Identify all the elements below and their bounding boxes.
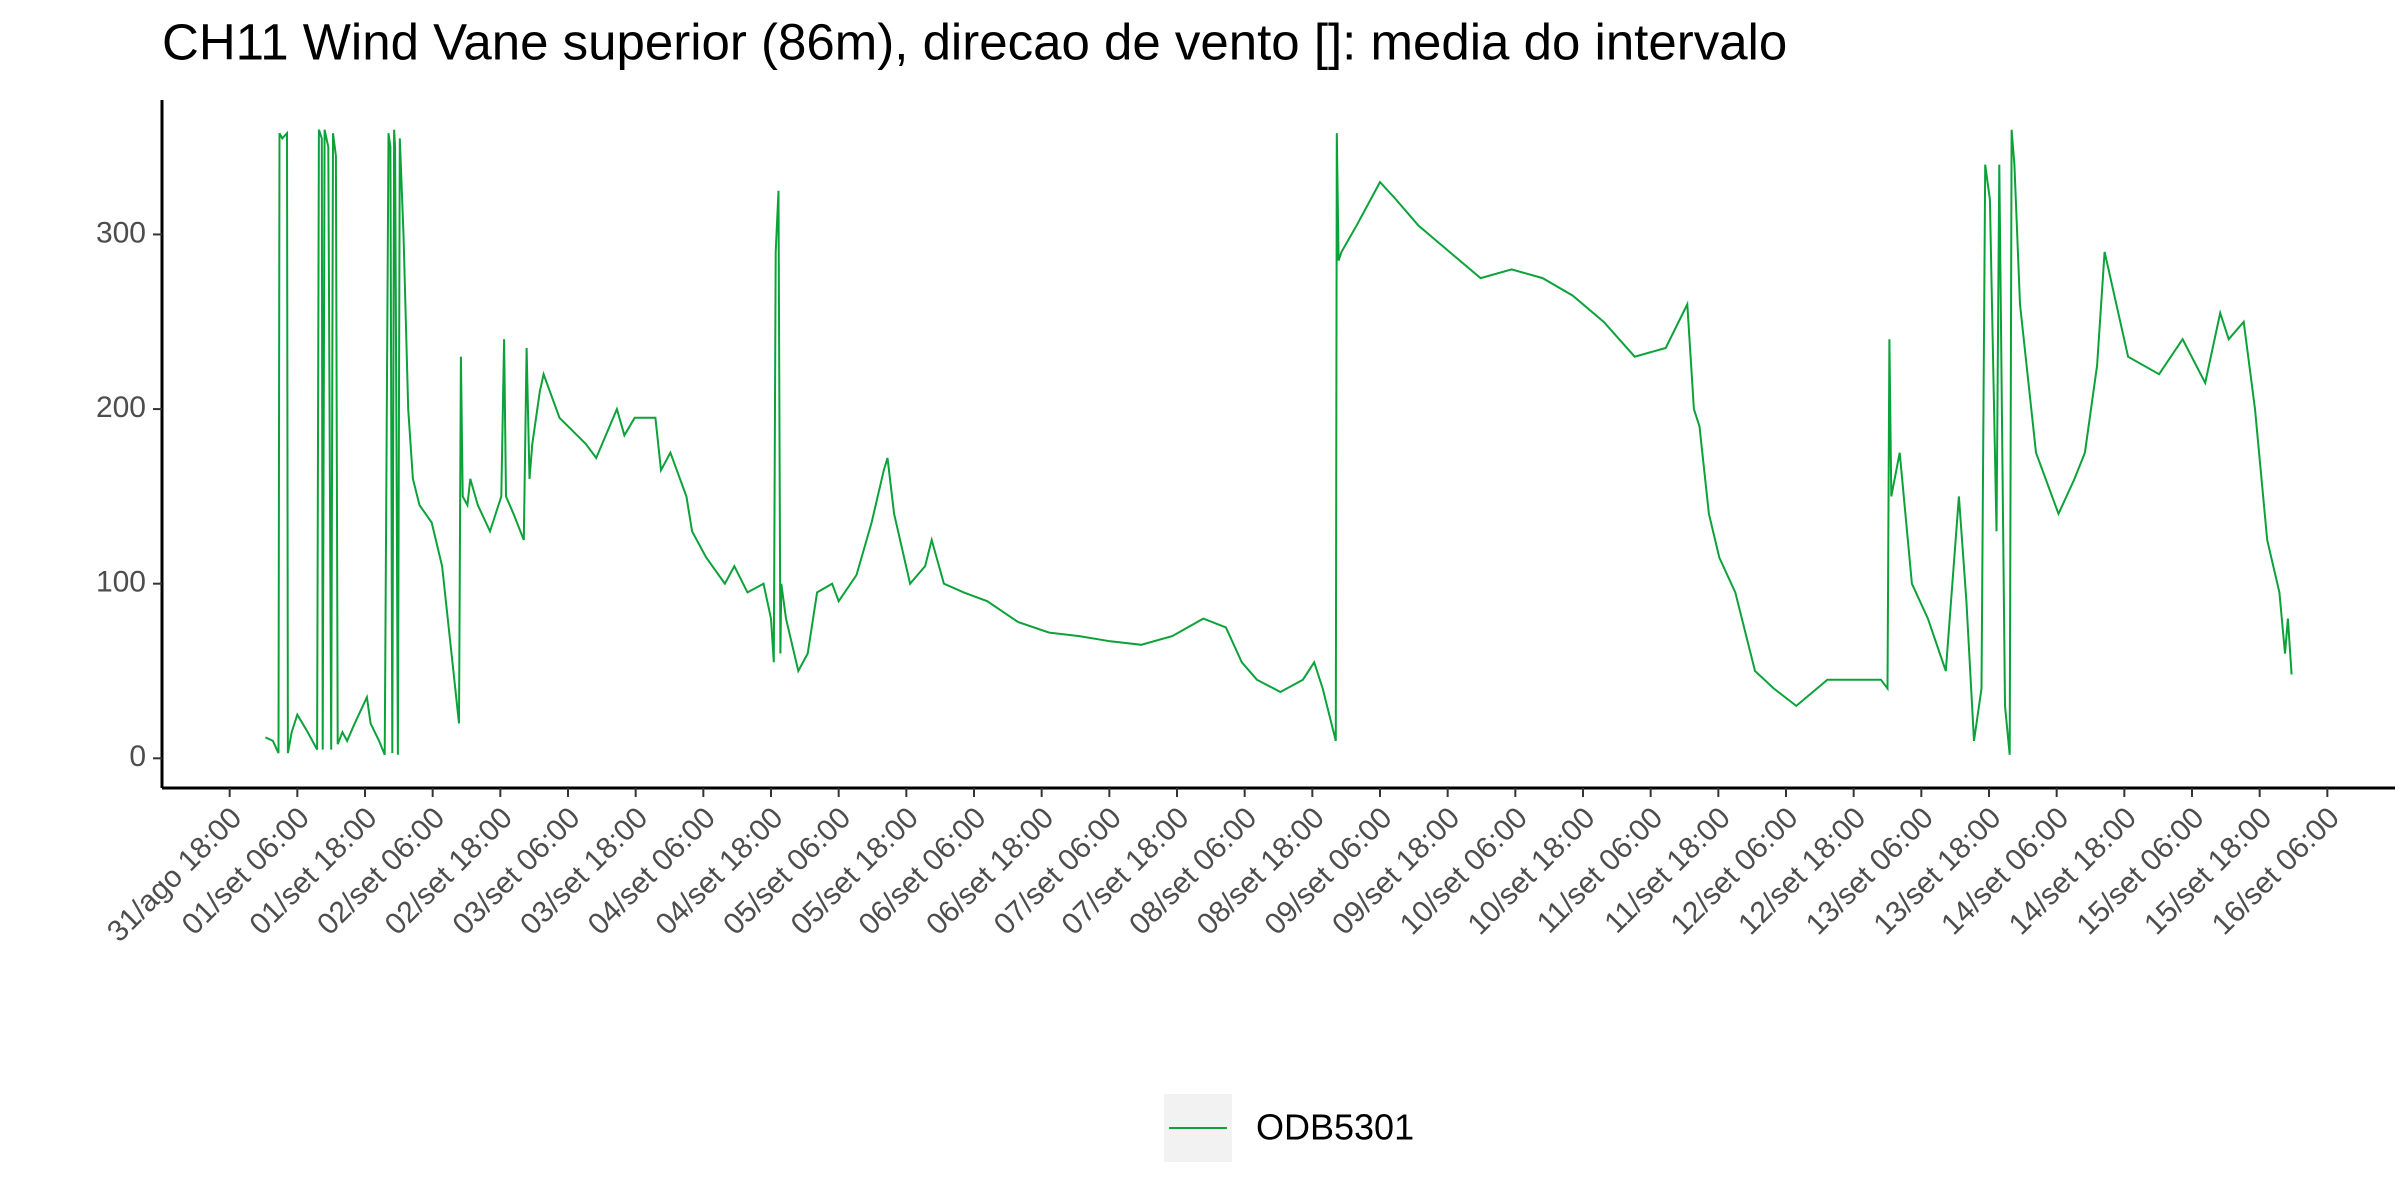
y-tick-label: 100 bbox=[96, 566, 146, 599]
legend-label: ODB5301 bbox=[1256, 1107, 1414, 1148]
y-tick-label: 200 bbox=[96, 391, 146, 424]
y-tick-label: 300 bbox=[96, 216, 146, 249]
data-line bbox=[264, 129, 2293, 756]
chart-title: CH11 Wind Vane superior (86m), direcao d… bbox=[162, 13, 1787, 70]
y-tick-label: 0 bbox=[129, 740, 146, 773]
